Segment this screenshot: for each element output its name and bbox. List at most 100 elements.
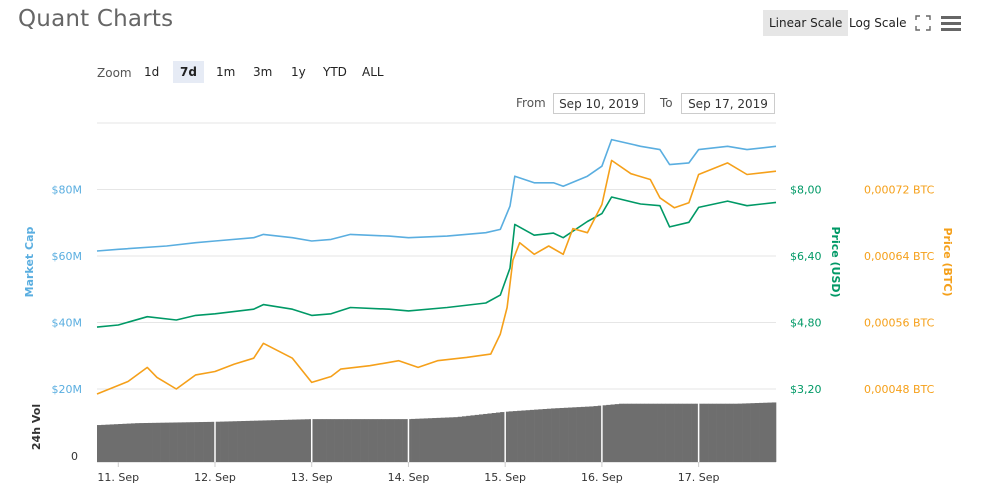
- volume-bar-46: [292, 419, 297, 462]
- volume-bar-85: [457, 416, 463, 462]
- volume-bar-123: [618, 403, 624, 462]
- volume-bar-137: [678, 403, 683, 462]
- x-tick-6: 17. Sep: [678, 471, 720, 484]
- volume-bar-80: [436, 417, 442, 462]
- volume-zero-tick: 0: [71, 450, 78, 463]
- volume-bar-82: [444, 417, 450, 462]
- volume-bar-150: [733, 403, 739, 462]
- volume-bar-0: [97, 425, 102, 462]
- price-usd-tick-0: $3,20: [790, 383, 822, 396]
- volume-bar-66: [377, 419, 382, 462]
- volume-bar-153: [746, 403, 751, 462]
- volume-bar-93: [491, 413, 497, 462]
- price-btc-tick-1: 0,00056 BTC: [864, 317, 935, 330]
- volume-bar-86: [461, 416, 467, 462]
- volume-bar-11: [143, 423, 149, 462]
- fullscreen-icon[interactable]: [915, 15, 931, 31]
- volume-bar-154: [750, 403, 756, 462]
- log-scale-button[interactable]: Log Scale: [849, 16, 907, 30]
- volume-bar-84: [453, 417, 459, 462]
- zoom-1m-button[interactable]: 1m: [216, 65, 236, 79]
- price-usd-axis-title: Price (USD): [829, 226, 842, 297]
- hamburger-menu-icon[interactable]: [941, 15, 961, 31]
- volume-bar-112: [572, 407, 577, 462]
- volume-bar-38: [258, 420, 263, 462]
- volume-bar-141: [695, 403, 700, 462]
- volume-bar-37: [254, 420, 259, 462]
- volume-bar-71: [398, 419, 403, 462]
- market-cap-tick-3: $80M: [52, 184, 83, 197]
- volume-bar-8: [130, 423, 136, 462]
- volume-bar-47: [296, 419, 301, 462]
- volume-bar-55: [330, 419, 335, 462]
- zoom-3m-button[interactable]: 3m: [253, 65, 273, 79]
- volume-bar-32: [232, 421, 238, 462]
- volume-bar-3: [109, 424, 115, 462]
- linear-scale-button[interactable]: Linear Scale: [763, 10, 849, 36]
- page-title: Quant Charts: [18, 6, 174, 32]
- volume-bar-152: [742, 403, 747, 462]
- volume-bar-91: [483, 413, 488, 462]
- volume-bar-99: [517, 410, 522, 462]
- volume-bar-113: [576, 407, 582, 462]
- volume-bar-60: [351, 419, 357, 462]
- zoom-1d-button[interactable]: 1d: [144, 65, 160, 79]
- volume-bar-5: [118, 424, 123, 462]
- volume-bar-9: [135, 423, 140, 462]
- x-tick-5: 16. Sep: [581, 471, 623, 484]
- zoom-7d-button[interactable]: 7d: [173, 61, 204, 83]
- zoom-1y-button[interactable]: 1y: [291, 65, 306, 79]
- volume-bar-36: [249, 420, 255, 462]
- volume-bar-111: [568, 407, 573, 462]
- volume-bar-48: [300, 419, 306, 462]
- x-tick-2: 13. Sep: [291, 471, 333, 484]
- zoom-label: Zoom: [97, 66, 132, 80]
- volume-bar-62: [360, 419, 365, 462]
- volume-bar-25: [203, 421, 208, 462]
- from-date-input[interactable]: Sep 10, 2019: [553, 93, 645, 114]
- volume-bar-2: [105, 424, 111, 462]
- volume-bar-125: [627, 403, 633, 462]
- volume-bar-114: [580, 406, 586, 462]
- volume-bar-33: [237, 421, 242, 462]
- volume-bar-88: [470, 415, 475, 462]
- volume-bar-30: [224, 421, 229, 462]
- volume-bar-31: [228, 421, 234, 462]
- volume-bar-135: [669, 403, 675, 462]
- volume-bar-75: [415, 418, 420, 462]
- volume-bar-89: [474, 414, 480, 462]
- volume-bar-24: [198, 422, 204, 462]
- from-label: From: [516, 96, 546, 110]
- volume-bar-41: [270, 420, 276, 462]
- volume-bar-49: [304, 419, 310, 462]
- volume-bar-122: [614, 404, 620, 462]
- zoom-all-button[interactable]: ALL: [362, 65, 384, 79]
- volume-bar-34: [241, 421, 246, 462]
- volume-bar-134: [665, 403, 671, 462]
- volume-bar-14: [156, 422, 161, 462]
- x-tick-1: 12. Sep: [194, 471, 236, 484]
- volume-bar-76: [419, 418, 425, 462]
- volume-bar-16: [164, 422, 170, 462]
- volume-bar-121: [610, 404, 616, 462]
- volume-bar-63: [364, 419, 369, 462]
- volume-bar-96: [504, 411, 509, 462]
- volume-bar-12: [147, 422, 153, 462]
- market-cap-tick-1: $40M: [52, 317, 83, 330]
- volume-bar-74: [411, 418, 416, 462]
- volume-bar-105: [542, 409, 548, 462]
- volume-bar-139: [686, 403, 692, 462]
- volume-bar-107: [551, 408, 556, 462]
- zoom-ytd-button[interactable]: YTD: [323, 65, 347, 79]
- to-date-input[interactable]: Sep 17, 2019: [681, 93, 775, 114]
- series-line-price-usd: [96, 196, 777, 328]
- volume-bar-126: [631, 403, 637, 462]
- volume-bar-70: [394, 419, 399, 462]
- volume-bar-43: [279, 419, 285, 462]
- series-lines: [96, 138, 777, 395]
- volume-bar-44: [283, 419, 289, 462]
- volume-bar-58: [343, 419, 348, 462]
- volume-bar-110: [563, 407, 569, 462]
- volume-bar-147: [720, 403, 726, 462]
- volume-bar-53: [321, 419, 327, 462]
